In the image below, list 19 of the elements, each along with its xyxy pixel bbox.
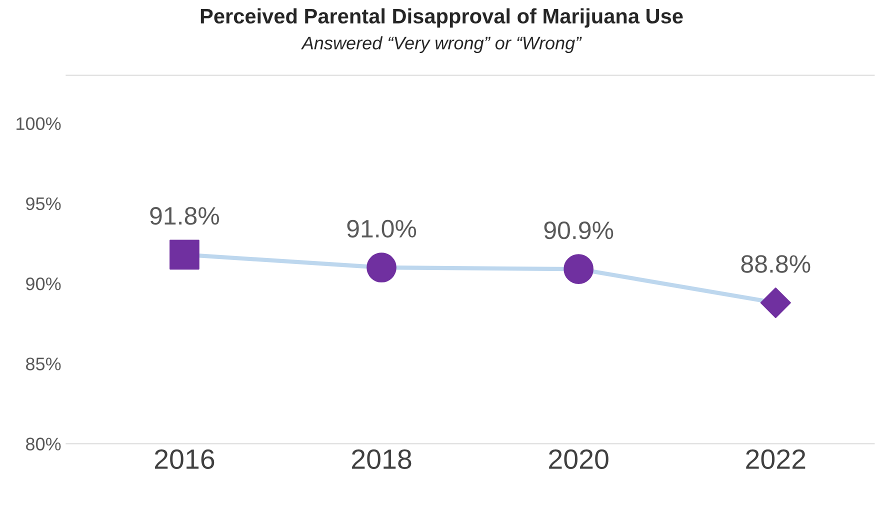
- text: 88.8%: [741, 255, 810, 273]
- y-tick-label: 100%: [16, 117, 61, 130]
- x-tick-label: 2018: [352, 449, 412, 470]
- point: [564, 254, 594, 284]
- text: 91.0%: [347, 220, 416, 238]
- point: [366, 252, 396, 282]
- y-tick-label: 90%: [26, 277, 61, 290]
- y-tick-label: 85%: [26, 358, 61, 370]
- x-tick-label: 2022: [746, 449, 806, 470]
- text: 91.8%: [150, 207, 220, 225]
- chart-title: Perceived Parental Disapproval of Marijuana Use: [200, 8, 683, 28]
- y-tick-label: 95%: [26, 197, 61, 210]
- x-tick-label: 2020: [549, 449, 608, 470]
- chart-subtitle: Answered “Very wrong” or “Wrong”: [300, 36, 582, 54]
- text: 90.9%: [544, 221, 614, 240]
- point: [760, 287, 791, 318]
- point: [170, 240, 200, 270]
- y-tick-label: 80%: [26, 438, 61, 450]
- x-tick-label: 2016: [154, 449, 214, 470]
